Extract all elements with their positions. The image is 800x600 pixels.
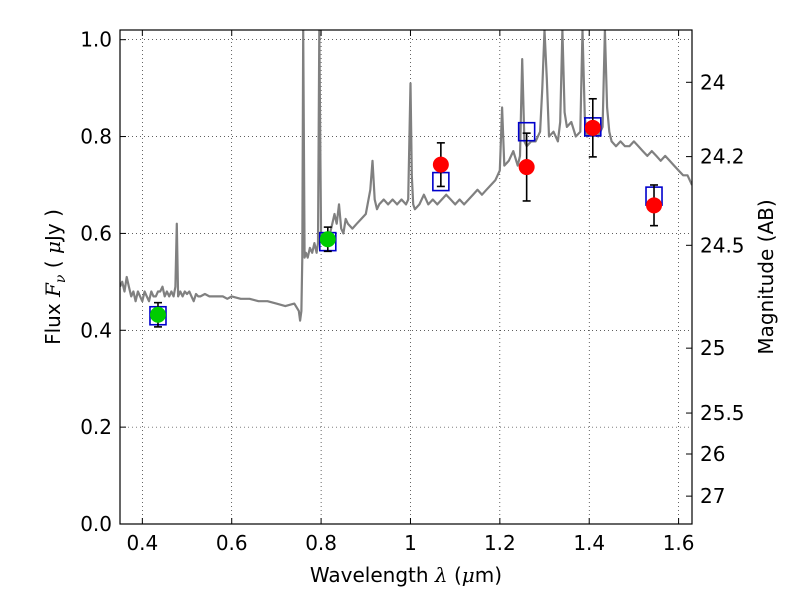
plot-frame — [119, 29, 693, 525]
x-tick-label: 0.6 — [216, 531, 248, 555]
mag-tick-label: 24.2 — [700, 145, 745, 169]
data-point-marker — [319, 231, 336, 248]
data-point-marker — [432, 156, 449, 173]
data-point-marker — [518, 159, 535, 176]
y-tick-label: 0.2 — [80, 415, 112, 439]
plot-background — [120, 30, 692, 524]
axis-ticks: 0.4 0.6 0.8 1 1.2 1.4 1.6 0.0 0.2 0.4 0.6 0.8 1.0 24 2… — [80, 28, 744, 555]
y-tick-label: 1.0 — [80, 28, 112, 52]
x-tick-label: 1.6 — [663, 531, 695, 555]
x-tick-label: 0.8 — [305, 531, 337, 555]
mag-tick-label: 24.5 — [700, 233, 745, 257]
x-tick-label: 0.4 — [126, 531, 158, 555]
data-point-marker — [584, 119, 601, 136]
mag-tick-label: 26 — [700, 442, 725, 466]
mag-tick-label: 25 — [700, 336, 725, 360]
data-point-marker — [646, 197, 663, 214]
mag-tick-label: 25.5 — [700, 401, 745, 425]
spectrum-series — [120, 30, 692, 322]
x-tick-label: 1.4 — [573, 531, 605, 555]
photometry-markers — [149, 97, 663, 328]
y-axis-label: Flux Fν ( μJy ) — [41, 209, 69, 345]
y2-axis-label: Magnitude (AB) — [754, 199, 778, 354]
x-axis-label: Wavelength λ (μm) — [310, 563, 502, 587]
x-tick-label: 1 — [404, 531, 417, 555]
mag-tick-label: 27 — [700, 484, 725, 508]
data-point-marker — [149, 306, 166, 323]
y-tick-label: 0.8 — [80, 125, 112, 149]
y-tick-label: 0.4 — [80, 318, 112, 342]
spectrum-line — [120, 30, 692, 322]
y-tick-label: 0.0 — [80, 512, 112, 536]
x-tick-label: 1.2 — [484, 531, 516, 555]
y-tick-label: 0.6 — [80, 221, 112, 245]
mag-tick-label: 24 — [700, 70, 725, 94]
